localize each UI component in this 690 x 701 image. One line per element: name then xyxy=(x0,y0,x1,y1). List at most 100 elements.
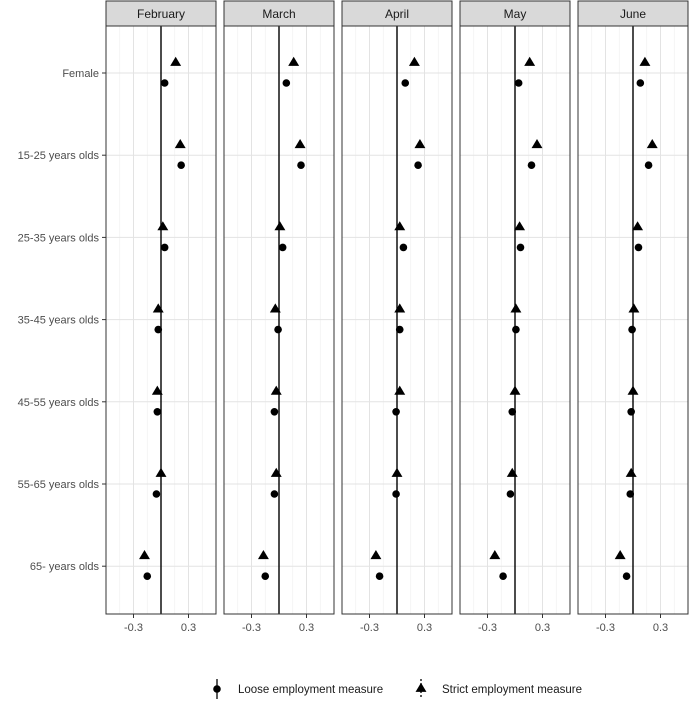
x-tick-label: -0.3 xyxy=(242,622,261,634)
strict-measure-point xyxy=(489,550,501,560)
loose-measure-point xyxy=(627,408,635,416)
x-tick-label: 0.3 xyxy=(653,622,668,634)
loose-measure-point xyxy=(270,408,279,416)
loose-measure-point xyxy=(152,490,161,498)
facet-strip xyxy=(223,0,335,27)
loose-measure-point xyxy=(278,243,287,252)
loose-measure-point xyxy=(516,243,525,252)
x-tick-label: 0.3 xyxy=(535,622,550,634)
legend-item-circle: Loose employment measure xyxy=(213,679,383,699)
facet-panel-may: May -0.3 0.3 xyxy=(459,0,571,634)
legend-key-triangle xyxy=(415,682,427,692)
category-label: 55-65 years olds xyxy=(18,479,100,491)
facet-strip xyxy=(459,0,571,27)
category-axis: Female 15-25 years olds 25-35 years olds 35… xyxy=(18,68,106,573)
loose-measure-point xyxy=(392,408,400,416)
strict-measure-point xyxy=(414,139,426,149)
legend-item-triangle: Strict employment measure xyxy=(415,679,582,699)
loose-measure-point xyxy=(628,325,636,334)
strict-measure-point xyxy=(139,550,150,560)
loose-measure-point xyxy=(512,325,520,334)
strict-measure-point xyxy=(174,139,186,149)
facet-strip-label: March xyxy=(262,7,295,21)
category-label: Female xyxy=(62,68,99,80)
strict-measure-point xyxy=(370,550,382,560)
category-label: 35-45 years olds xyxy=(18,315,100,327)
loose-measure-point xyxy=(375,572,384,580)
legend-label: Loose employment measure xyxy=(238,684,383,696)
x-tick-label: -0.3 xyxy=(124,622,143,634)
strict-measure-point xyxy=(639,56,651,66)
legend-key-circle xyxy=(213,685,221,693)
strict-measure-point xyxy=(531,139,543,149)
category-label: 25-35 years olds xyxy=(18,232,100,244)
facet-panel-april: April -0.3 0.3 xyxy=(341,0,453,634)
loose-measure-point xyxy=(399,243,408,252)
x-tick-label: 0.3 xyxy=(299,622,314,634)
loose-measure-point xyxy=(514,79,523,87)
loose-measure-point xyxy=(274,325,282,334)
strict-measure-point xyxy=(270,385,282,395)
loose-measure-point xyxy=(395,325,404,334)
strict-measure-point xyxy=(257,550,269,560)
strict-measure-point xyxy=(152,303,164,313)
strict-measure-point xyxy=(632,221,644,231)
loose-measure-point xyxy=(297,161,305,169)
strict-measure-point xyxy=(270,467,282,477)
x-tick-label: 0.3 xyxy=(417,622,432,634)
strict-measure-point xyxy=(506,467,518,477)
strict-measure-point xyxy=(274,221,286,231)
x-tick-label: -0.3 xyxy=(360,622,379,634)
loose-measure-point xyxy=(160,243,169,252)
facet-panel-march: March -0.3 0.3 xyxy=(223,0,335,634)
strict-measure-point xyxy=(294,139,306,149)
strict-measure-point xyxy=(155,467,167,477)
strict-measure-point xyxy=(524,56,536,66)
loose-measure-point xyxy=(626,490,635,498)
loose-measure-point xyxy=(527,161,536,169)
loose-measure-point xyxy=(634,243,643,252)
x-tick-label: -0.3 xyxy=(596,622,615,634)
loose-measure-point xyxy=(622,572,631,580)
strict-measure-point xyxy=(157,221,169,231)
category-label: 65- years olds xyxy=(30,561,100,573)
strict-measure-point xyxy=(646,139,658,149)
strict-measure-point xyxy=(408,56,420,66)
legend-label: Strict employment measure xyxy=(442,684,582,696)
strict-measure-point xyxy=(628,303,640,313)
facet-strip xyxy=(341,0,453,27)
strict-measure-point xyxy=(614,550,626,560)
category-label: 45-55 years olds xyxy=(18,397,100,409)
strict-measure-point xyxy=(269,303,281,313)
facet-strip xyxy=(105,0,217,27)
facet-panel-february: February -0.3 0.3 xyxy=(105,0,217,634)
loose-measure-point xyxy=(506,490,515,498)
strict-measure-point xyxy=(288,56,300,66)
loose-measure-point xyxy=(177,161,185,169)
loose-measure-point xyxy=(401,79,410,87)
loose-measure-point xyxy=(143,572,152,580)
loose-measure-point xyxy=(154,325,163,334)
strict-measure-point xyxy=(510,303,522,313)
loose-measure-point xyxy=(414,161,422,169)
strict-measure-point xyxy=(394,385,406,395)
loose-measure-point xyxy=(392,490,400,498)
legend: Loose employment measure Strict employmen… xyxy=(213,679,582,699)
strict-measure-point xyxy=(625,467,637,477)
loose-measure-point xyxy=(270,490,279,498)
strict-measure-point xyxy=(394,303,406,313)
strict-measure-point xyxy=(514,221,526,231)
loose-measure-point xyxy=(508,408,517,416)
facet-strip xyxy=(577,0,689,27)
strict-measure-point xyxy=(151,385,163,395)
strict-measure-point xyxy=(627,385,639,395)
facet-strip-label: February xyxy=(137,7,185,21)
loose-measure-point xyxy=(636,79,645,87)
loose-measure-point xyxy=(160,79,169,87)
strict-measure-point xyxy=(170,56,182,66)
loose-measure-point xyxy=(261,572,270,580)
x-tick-label: 0.3 xyxy=(181,622,196,634)
x-tick-label: -0.3 xyxy=(478,622,497,634)
